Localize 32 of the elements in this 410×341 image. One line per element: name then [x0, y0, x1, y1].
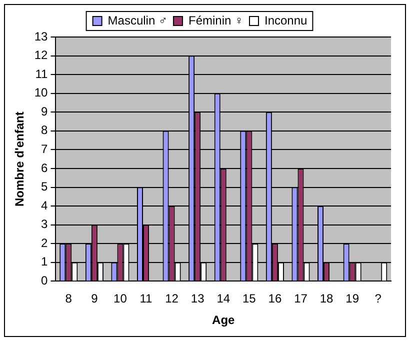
x-tick-label: 10 — [114, 292, 128, 306]
x-tick-label: 15 — [242, 292, 256, 306]
y-tick-label: 1 — [41, 254, 48, 269]
x-tick-label: 13 — [190, 292, 205, 306]
y-tick-label: 7 — [41, 142, 48, 156]
x-tick-label: 18 — [320, 292, 334, 306]
x-tick-label: 8 — [65, 292, 72, 306]
x-tick-label: 16 — [268, 292, 282, 306]
y-tick-label: 6 — [41, 160, 48, 175]
y-tick-label: 10 — [34, 86, 48, 100]
y-axis-title: Nombre d'enfant — [12, 112, 27, 207]
x-tick-label: ? — [374, 292, 382, 306]
legend-label: Inconnu — [264, 13, 308, 28]
y-tick-label: 2 — [41, 236, 48, 250]
x-tick-label: 11 — [140, 292, 153, 306]
y-tick-label: 5 — [41, 180, 48, 194]
x-tick-label: 9 — [91, 292, 98, 306]
legend-label: Masculin ♂ — [108, 13, 168, 28]
y-tick-label: 0 — [41, 274, 48, 288]
y-tick-label: 4 — [41, 198, 48, 212]
x-tick-label: 17 — [294, 292, 308, 306]
y-tick-label: 3 — [41, 217, 48, 232]
y-tick-label: 11 — [35, 66, 48, 81]
x-tick-label: 12 — [165, 292, 179, 306]
y-tick-label: 13 — [34, 29, 48, 44]
x-tick-label: 14 — [216, 292, 230, 306]
legend-label: Féminin ♀ — [188, 13, 244, 28]
x-tick-label: 19 — [346, 292, 360, 306]
y-tick-label: 8 — [41, 123, 48, 138]
y-tick-label: 9 — [41, 104, 48, 118]
y-tick-label: 12 — [34, 48, 48, 62]
x-axis-title: Age — [212, 313, 236, 328]
